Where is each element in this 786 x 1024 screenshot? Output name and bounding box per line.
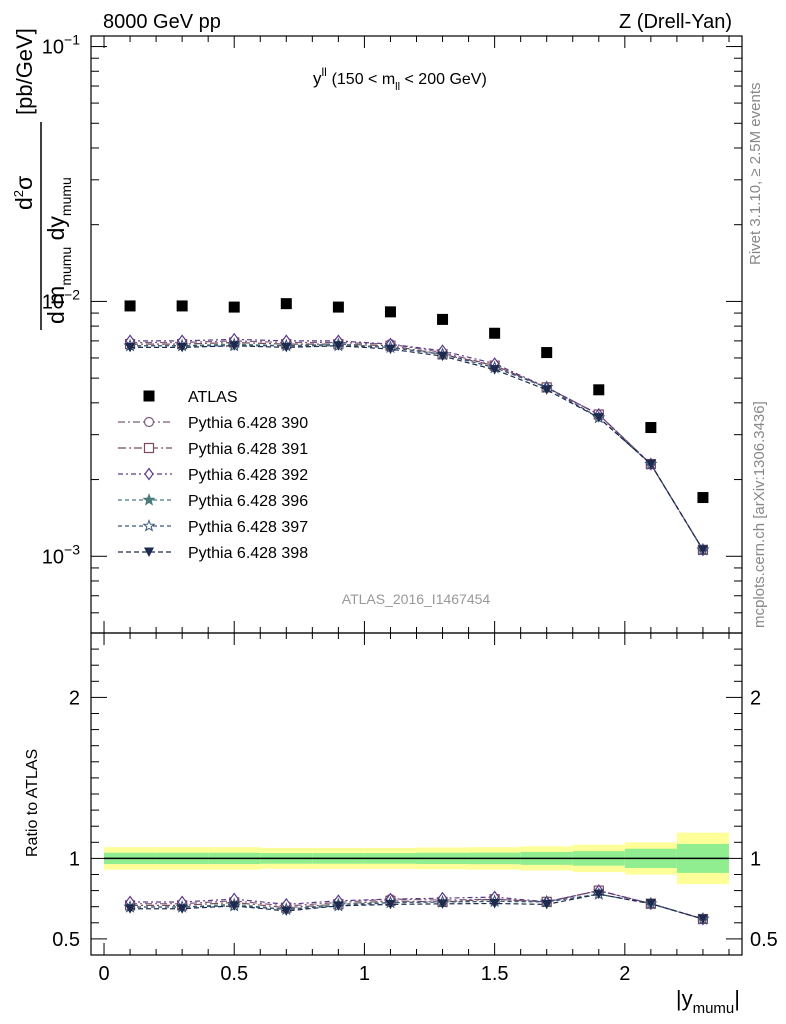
data-point	[593, 413, 604, 423]
plot-title: yll (150 < mll < 200 GeV)	[313, 65, 487, 93]
x-tick-label: 2	[619, 963, 630, 985]
ratio-data-point	[177, 904, 188, 914]
y-ratio-tick-label-left: 0.5	[52, 929, 80, 951]
data-point	[124, 300, 136, 312]
data-point	[697, 545, 708, 555]
data-point	[125, 342, 136, 353]
ratio-data-point	[541, 899, 552, 910]
xlabel: |ymumu|	[676, 986, 740, 1017]
title-range: (150 < m	[332, 71, 396, 88]
legend-marker	[142, 519, 156, 532]
data-point	[541, 347, 553, 359]
legend-label: ATLAS	[188, 389, 238, 406]
data-point	[385, 344, 396, 355]
ratio-series-line	[130, 889, 704, 920]
data-point	[489, 365, 500, 375]
ratio-data-point	[593, 889, 604, 900]
legend-label: Pythia 6.428 390	[188, 415, 308, 432]
ratio-uncertainty-bands	[104, 832, 729, 885]
ratio-data-point	[697, 914, 708, 925]
data-point	[645, 422, 657, 434]
ylabel-units: [pb/GeV]	[12, 28, 37, 115]
legend-label: Pythia 6.428 397	[188, 519, 308, 536]
ylabel-den: d mmumu dymumu	[43, 177, 74, 324]
data-point	[697, 492, 709, 504]
x-tick-label: 1	[359, 963, 370, 985]
legend-label: Pythia 6.428 392	[188, 467, 308, 484]
data-point	[176, 300, 188, 312]
y-ratio-tick-label-right: 2	[750, 687, 761, 709]
legend-marker	[144, 547, 154, 557]
data-point	[229, 341, 240, 351]
legend: ATLAS Pythia 6.428 390 Pythia 6.428 391 Pyt…	[118, 389, 308, 562]
title-range-sub: ll	[395, 81, 400, 93]
ratio-data-point	[281, 906, 292, 916]
title-range-end: < 200 GeV)	[400, 71, 487, 88]
ratio-data-point	[125, 904, 136, 914]
ylabel-num: d2σ	[11, 176, 37, 210]
ratio-data-point	[489, 898, 500, 909]
data-point	[333, 341, 344, 351]
top-panel-frame	[90, 35, 743, 634]
header-right: Z (Drell-Yan)	[619, 11, 732, 33]
legend-label: Pythia 6.428 398	[188, 545, 308, 562]
x-tick-label: 0.5	[220, 963, 248, 985]
legend-marker	[143, 416, 155, 428]
legend-marker	[142, 493, 156, 506]
legend-label: Pythia 6.428 391	[188, 441, 308, 458]
legend-marker	[144, 467, 154, 481]
y-ratio-tick-label-left: 1	[69, 848, 80, 870]
y-ratio-tick-label-left: 2	[69, 687, 80, 709]
legend-marker	[143, 390, 155, 402]
analysis-id: ATLAS_2016_I1467454	[342, 591, 491, 607]
data-point	[281, 342, 292, 353]
series-line	[130, 340, 704, 551]
data-point	[645, 459, 656, 470]
ratio-data-point	[645, 899, 656, 909]
x-tick-label: 0	[98, 963, 109, 985]
title-main: y	[313, 69, 322, 88]
data-point	[489, 327, 501, 339]
ylabel-ratio: Ratio to ATLAS	[24, 749, 41, 857]
title-main-sup: ll	[322, 65, 327, 79]
header-left: 8000 GeV pp	[103, 11, 221, 33]
series-line	[130, 338, 704, 551]
data-point	[177, 342, 188, 353]
ratio-data-point	[333, 901, 344, 911]
data-point	[280, 298, 292, 310]
ylabel-top: d2σ d mmumu dymumu [pb/GeV]	[11, 28, 74, 330]
rivet-label: Rivet 3.1.10, ≥ 2.5M events	[747, 83, 764, 266]
data-point	[437, 313, 449, 325]
x-tick-label: 1.5	[481, 963, 509, 985]
y-top-tick-label: 10−3	[42, 541, 80, 568]
ratio-series-line	[130, 889, 704, 920]
legend-marker	[143, 442, 155, 454]
data-point	[593, 384, 605, 396]
y-top-tick-label: 10−1	[42, 32, 80, 59]
data-point	[228, 301, 240, 313]
y-ratio-tick-label-right: 1	[750, 848, 761, 870]
data-point	[332, 301, 344, 313]
axis-ticks: 0 0.5 1 1.5 2 10−1 10−2 10−3 2 2 1 1 0.5 0.5	[42, 32, 778, 985]
legend-label: Pythia 6.428 396	[188, 493, 308, 510]
data-point	[541, 385, 552, 395]
y-ratio-tick-label-right: 0.5	[750, 929, 778, 951]
ratio-data-point	[229, 901, 240, 911]
ratio-series-line	[130, 893, 704, 920]
y-top-tick-label: 10−2	[42, 286, 80, 313]
data-point	[384, 306, 396, 318]
series-main-panel	[123, 298, 710, 557]
mcplots-label: mcplots.cern.ch [arXiv:1306.3436]	[751, 401, 768, 628]
series-ratio-panel	[123, 884, 710, 926]
data-point	[437, 351, 448, 362]
ratio-data-point	[437, 899, 448, 909]
ratio-data-point	[385, 899, 396, 910]
